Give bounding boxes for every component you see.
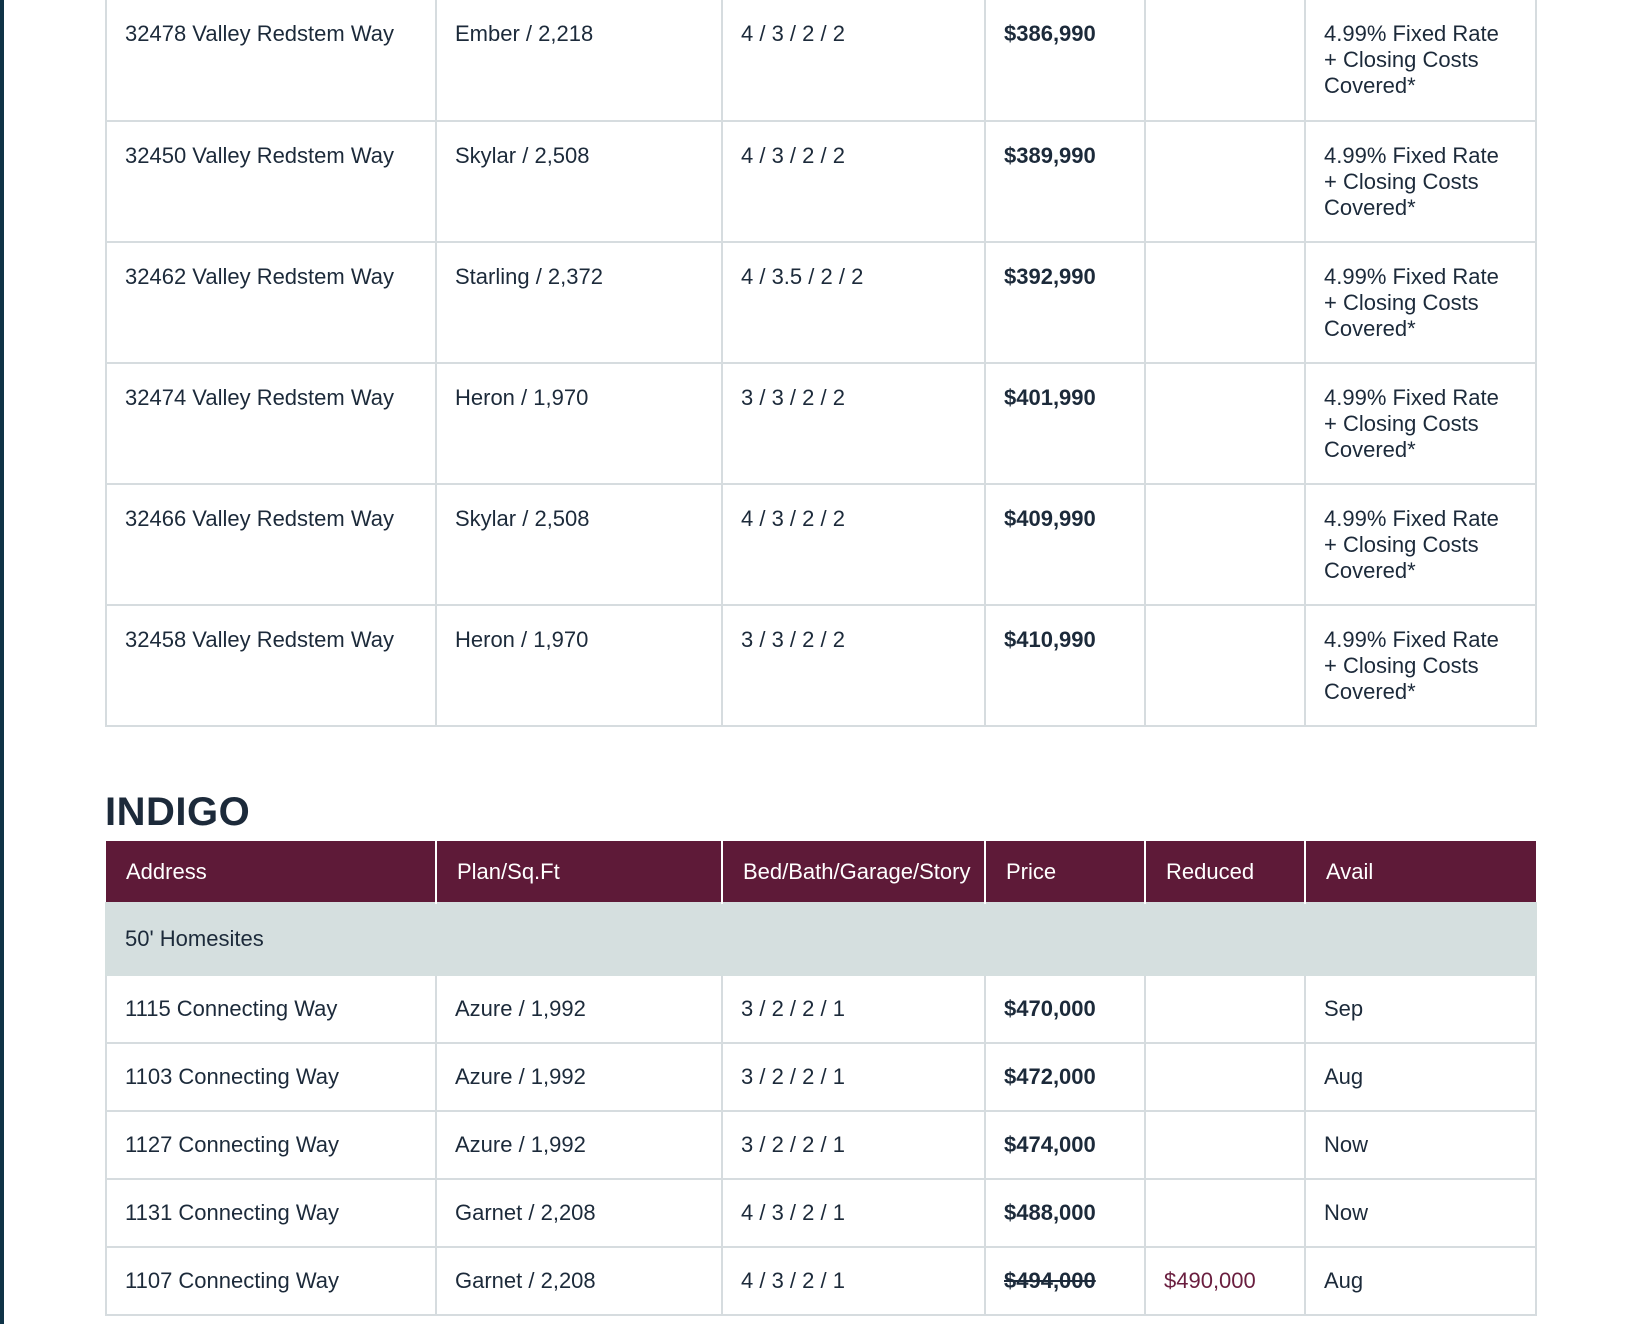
price-cell: $409,990 [984, 483, 1146, 606]
table-row: 1115 Connecting Way Azure / 1,992 3 / 2 … [105, 974, 1537, 1044]
address-cell: 32478 Valley Redstem Way [105, 0, 437, 122]
config-cell: 3 / 2 / 2 / 1 [721, 1042, 986, 1112]
price-cell: $410,990 [984, 604, 1146, 727]
homes-table-indigo: Address Plan/Sq.Ft Bed/Bath/Garage/Story… [105, 841, 1537, 1316]
table-header-row: Address Plan/Sq.Ft Bed/Bath/Garage/Story… [106, 841, 1536, 903]
price-cell: $392,990 [984, 241, 1146, 364]
column-header-plan: Plan/Sq.Ft [436, 841, 723, 903]
avail-cell: 4.99% Fixed Rate + Closing Costs Covered… [1304, 604, 1537, 727]
reduced-cell [1144, 1178, 1306, 1248]
config-cell: 3 / 3 / 2 / 2 [721, 604, 986, 727]
config-cell: 4 / 3 / 2 / 2 [721, 483, 986, 606]
plan-cell: Skylar / 2,508 [435, 120, 723, 243]
avail-cell: 4.99% Fixed Rate + Closing Costs Covered… [1304, 483, 1537, 606]
page-edge-bar [0, 0, 4, 1324]
price-cell: $474,000 [984, 1110, 1146, 1180]
avail-cell: Now [1304, 1110, 1537, 1180]
avail-cell: 4.99% Fixed Rate + Closing Costs Covered… [1304, 0, 1537, 122]
address-cell: 1107 Connecting Way [105, 1246, 437, 1316]
avail-cell: 4.99% Fixed Rate + Closing Costs Covered… [1304, 362, 1537, 485]
table-row: 32450 Valley Redstem Way Skylar / 2,508 … [105, 120, 1537, 243]
reduced-cell [1144, 604, 1306, 727]
plan-cell: Heron / 1,970 [435, 362, 723, 485]
config-cell: 3 / 2 / 2 / 1 [721, 974, 986, 1044]
price-cell: $470,000 [984, 974, 1146, 1044]
reduced-cell [1144, 362, 1306, 485]
address-cell: 1127 Connecting Way [105, 1110, 437, 1180]
config-cell: 4 / 3 / 2 / 1 [721, 1178, 986, 1248]
avail-cell: 4.99% Fixed Rate + Closing Costs Covered… [1304, 241, 1537, 364]
plan-cell: Ember / 2,218 [435, 0, 723, 122]
price-cell: $389,990 [984, 120, 1146, 243]
homes-table-upper: 32478 Valley Redstem Way Ember / 2,218 4… [105, 0, 1537, 727]
avail-cell: Sep [1304, 974, 1537, 1044]
group-label: 50' Homesites [105, 902, 1537, 976]
address-cell: 32474 Valley Redstem Way [105, 362, 437, 485]
address-cell: 1131 Connecting Way [105, 1178, 437, 1248]
column-header-address: Address [106, 841, 437, 903]
price-cell: $386,990 [984, 0, 1146, 122]
reduced-cell [1144, 1110, 1306, 1180]
reduced-cell [1144, 120, 1306, 243]
address-cell: 32450 Valley Redstem Way [105, 120, 437, 243]
table-row: 1131 Connecting Way Garnet / 2,208 4 / 3… [105, 1178, 1537, 1248]
table-row: 1107 Connecting Way Garnet / 2,208 4 / 3… [105, 1246, 1537, 1316]
address-cell: 32458 Valley Redstem Way [105, 604, 437, 727]
config-cell: 4 / 3 / 2 / 2 [721, 120, 986, 243]
column-header-config: Bed/Bath/Garage/Story [722, 841, 986, 903]
plan-cell: Azure / 1,992 [435, 974, 723, 1044]
price-cell: $472,000 [984, 1042, 1146, 1112]
table-row: 1127 Connecting Way Azure / 1,992 3 / 2 … [105, 1110, 1537, 1180]
page-content: 32478 Valley Redstem Way Ember / 2,218 4… [105, 0, 1537, 1316]
table-row: 32478 Valley Redstem Way Ember / 2,218 4… [105, 0, 1537, 122]
address-cell: 1103 Connecting Way [105, 1042, 437, 1112]
avail-cell: Aug [1304, 1246, 1537, 1316]
config-cell: 4 / 3 / 2 / 1 [721, 1246, 986, 1316]
avail-cell: Now [1304, 1178, 1537, 1248]
reduced-cell [1144, 1042, 1306, 1112]
original-price-cell: $494,000 [984, 1246, 1146, 1316]
reduced-cell [1144, 0, 1306, 122]
plan-cell: Starling / 2,372 [435, 241, 723, 364]
column-header-avail: Avail [1305, 841, 1536, 903]
price-cell: $401,990 [984, 362, 1146, 485]
plan-cell: Garnet / 2,208 [435, 1178, 723, 1248]
group-row: 50' Homesites [105, 902, 1537, 976]
section-title: INDIGO [105, 790, 251, 834]
table-row: 32462 Valley Redstem Way Starling / 2,37… [105, 241, 1537, 364]
address-cell: 1115 Connecting Way [105, 974, 437, 1044]
plan-cell: Garnet / 2,208 [435, 1246, 723, 1316]
column-header-price: Price [985, 841, 1146, 903]
plan-cell: Skylar / 2,508 [435, 483, 723, 606]
reduced-cell [1144, 241, 1306, 364]
config-cell: 3 / 2 / 2 / 1 [721, 1110, 986, 1180]
reduced-price-cell: $490,000 [1144, 1246, 1306, 1316]
config-cell: 4 / 3.5 / 2 / 2 [721, 241, 986, 364]
avail-cell: Aug [1304, 1042, 1537, 1112]
address-cell: 32466 Valley Redstem Way [105, 483, 437, 606]
plan-cell: Azure / 1,992 [435, 1042, 723, 1112]
table-row: 32474 Valley Redstem Way Heron / 1,970 3… [105, 362, 1537, 485]
price-cell: $488,000 [984, 1178, 1146, 1248]
table-row: 32458 Valley Redstem Way Heron / 1,970 3… [105, 604, 1537, 727]
reduced-cell [1144, 974, 1306, 1044]
config-cell: 3 / 3 / 2 / 2 [721, 362, 986, 485]
plan-cell: Azure / 1,992 [435, 1110, 723, 1180]
config-cell: 4 / 3 / 2 / 2 [721, 0, 986, 122]
reduced-cell [1144, 483, 1306, 606]
table-row: 32466 Valley Redstem Way Skylar / 2,508 … [105, 483, 1537, 606]
avail-cell: 4.99% Fixed Rate + Closing Costs Covered… [1304, 120, 1537, 243]
address-cell: 32462 Valley Redstem Way [105, 241, 437, 364]
table-row: 1103 Connecting Way Azure / 1,992 3 / 2 … [105, 1042, 1537, 1112]
column-header-reduced: Reduced [1145, 841, 1306, 903]
plan-cell: Heron / 1,970 [435, 604, 723, 727]
